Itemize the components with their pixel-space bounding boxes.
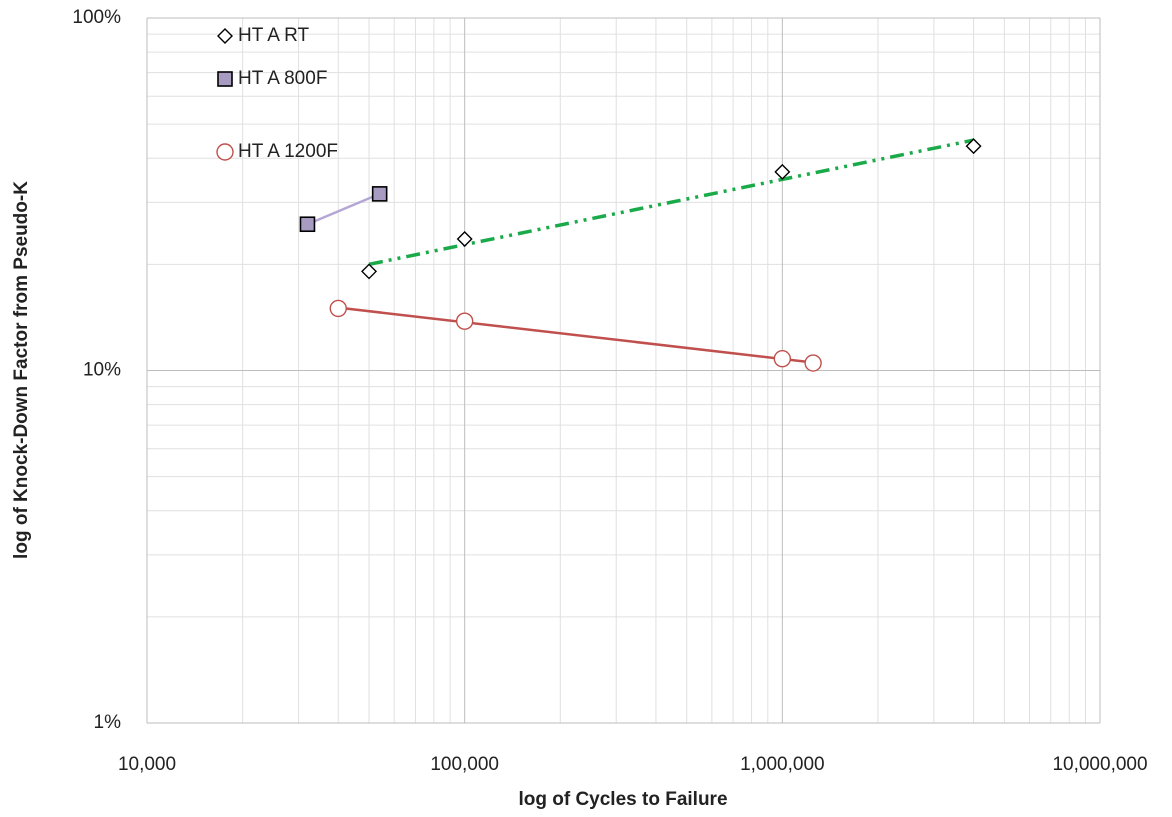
trendline xyxy=(306,192,381,226)
marker xyxy=(299,216,316,233)
x-tick-label: 10,000 xyxy=(118,754,176,775)
legend-marker xyxy=(217,71,233,87)
y-tick-label: 1% xyxy=(94,712,122,733)
legend-marker xyxy=(216,143,234,161)
marker xyxy=(455,312,474,330)
x-tick-label: 10,000,000 xyxy=(1052,754,1147,775)
marker xyxy=(329,299,347,318)
legend-label: HT A 1200F xyxy=(238,141,338,162)
legend-marker xyxy=(217,28,233,44)
marker xyxy=(804,354,822,372)
marker xyxy=(774,163,791,180)
trendline xyxy=(368,138,974,267)
marker xyxy=(773,350,792,368)
x-tick-label: 1,000,000 xyxy=(740,754,825,775)
marker xyxy=(456,231,473,248)
y-tick-label: 10% xyxy=(83,360,121,381)
marker xyxy=(371,186,388,202)
marker xyxy=(965,138,982,155)
legend-label: HT A 800F xyxy=(238,68,327,89)
trendline xyxy=(338,306,814,364)
x-axis-title: log of Cycles to Failure xyxy=(518,789,727,810)
y-axis-title: log of Knock-Down Factor from Pseudo-K xyxy=(11,181,32,559)
y-tick-label: 100% xyxy=(72,7,121,28)
legend-label: HT A RT xyxy=(238,25,309,46)
marker xyxy=(361,263,378,280)
x-tick-label: 100,000 xyxy=(430,754,499,775)
